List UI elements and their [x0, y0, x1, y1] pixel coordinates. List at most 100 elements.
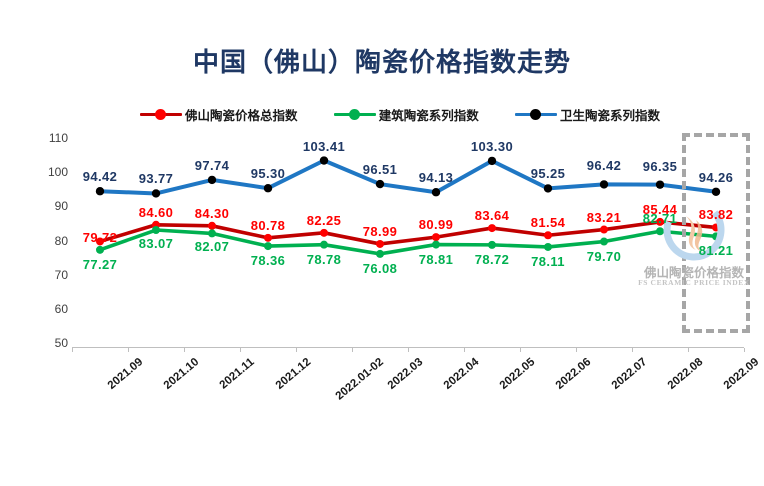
data-point-label: 81.21 — [698, 243, 734, 259]
data-point-marker[interactable] — [319, 156, 329, 165]
data-point-label: 83.21 — [586, 209, 622, 225]
x-axis-tick — [408, 348, 409, 352]
data-point-marker[interactable] — [376, 249, 384, 258]
y-axis-tick-label: 110 — [48, 131, 68, 145]
data-point-marker[interactable] — [375, 179, 385, 189]
data-point-marker[interactable] — [208, 221, 216, 230]
legend-item-sanitary-ceramic[interactable]: 卫生陶瓷系列指数 — [514, 105, 660, 124]
data-point-label: 103.41 — [302, 138, 346, 154]
data-point-marker[interactable] — [543, 184, 553, 193]
data-point-label: 93.77 — [138, 171, 174, 187]
data-point-marker[interactable] — [264, 233, 272, 242]
y-axis-tick-label: 70 — [54, 267, 68, 282]
data-point-label: 103.30 — [470, 138, 514, 154]
data-point-marker[interactable] — [263, 184, 273, 193]
data-point-label: 77.27 — [82, 256, 118, 272]
data-point-marker[interactable] — [656, 227, 664, 236]
y-axis-tick-label: 60 — [54, 301, 68, 316]
x-axis-tick-label: 2022.04 — [441, 356, 482, 392]
data-point-marker[interactable] — [95, 187, 105, 196]
data-point-label: 83.64 — [474, 208, 510, 224]
data-point-marker[interactable] — [432, 240, 440, 249]
data-point-label: 94.13 — [418, 170, 454, 186]
x-axis-tick-label: 2022.08 — [665, 356, 706, 392]
data-point-label: 97.74 — [194, 157, 230, 173]
x-axis-tick-label: 2021.11 — [217, 356, 257, 392]
data-point-marker[interactable] — [488, 224, 496, 233]
data-point-marker[interactable] — [544, 231, 552, 240]
series-line — [98, 228, 718, 256]
x-axis-tick-label: 2021.10 — [161, 356, 202, 392]
legend-label-sanitary-ceramic: 卫生陶瓷系列指数 — [559, 108, 660, 123]
data-point-label: 78.81 — [418, 251, 454, 267]
data-point-label: 80.99 — [418, 217, 454, 233]
data-point-marker[interactable] — [432, 233, 440, 242]
data-point-marker[interactable] — [711, 187, 721, 196]
x-axis-tick-label: 2022.09 — [721, 356, 762, 392]
data-point-label: 84.60 — [138, 204, 174, 220]
legend-item-total-index[interactable]: 佛山陶瓷价格总指数 — [140, 105, 298, 124]
legend-swatch-green-icon — [333, 108, 376, 120]
data-point-label: 76.08 — [362, 260, 398, 276]
x-axis-tick-label: 2021.12 — [273, 356, 314, 392]
data-point-marker[interactable] — [655, 180, 665, 189]
data-point-marker[interactable] — [487, 156, 497, 166]
y-axis-tick-label: 90 — [54, 199, 68, 214]
data-point-label: 78.36 — [250, 253, 286, 269]
legend-swatch-blue-icon — [514, 108, 557, 120]
x-axis-tick-label: 2022.05 — [497, 356, 538, 392]
x-axis-tick — [184, 348, 185, 352]
data-point-marker[interactable] — [431, 188, 441, 197]
data-point-label: 78.11 — [531, 253, 565, 269]
data-point-marker[interactable] — [207, 175, 217, 185]
data-point-marker[interactable] — [208, 229, 216, 238]
data-point-marker[interactable] — [152, 226, 160, 235]
x-axis-tick — [688, 348, 689, 352]
data-point-marker[interactable] — [599, 180, 609, 189]
data-point-marker[interactable] — [376, 239, 384, 248]
data-point-marker[interactable] — [656, 217, 664, 226]
y-axis-tick-label: 50 — [54, 336, 68, 350]
y-axis: 50 60 70 80 90 100 110 — [28, 0, 68, 486]
data-point-marker[interactable] — [600, 237, 608, 246]
data-point-marker[interactable] — [600, 225, 608, 234]
x-axis-tick — [632, 348, 633, 352]
data-point-marker[interactable] — [320, 240, 328, 249]
y-axis-tick-label: 80 — [54, 233, 68, 248]
x-axis-tick-label: 2022.01-02 — [333, 356, 386, 403]
y-axis-tick-label: 100 — [47, 165, 68, 180]
data-point-label: 79.70 — [586, 248, 622, 264]
data-point-label: 95.25 — [530, 166, 566, 182]
data-point-marker[interactable] — [320, 228, 328, 237]
data-point-label: 82.71 — [642, 211, 678, 227]
data-point-label: 80.78 — [250, 217, 286, 233]
x-axis-tick-label: 2021.09 — [105, 356, 146, 392]
data-point-marker[interactable] — [96, 237, 104, 246]
data-point-label: 78.78 — [306, 251, 342, 267]
data-point-label: 83.07 — [138, 236, 174, 251]
data-point-label: 94.42 — [82, 169, 118, 185]
x-axis-tick — [352, 348, 353, 352]
x-axis-tick-label: 2022.03 — [385, 356, 426, 392]
data-point-marker[interactable] — [96, 245, 104, 254]
series-line — [98, 220, 718, 246]
x-axis-tick — [72, 348, 73, 352]
data-point-label: 82.25 — [306, 212, 342, 228]
data-point-label: 94.26 — [698, 169, 734, 185]
data-point-label: 85.44 — [642, 201, 678, 217]
data-point-label: 96.51 — [362, 162, 398, 178]
legend-item-building-ceramic[interactable]: 建筑陶瓷系列指数 — [333, 105, 479, 124]
data-point-label: 82.07 — [194, 239, 230, 255]
legend-label-total-index: 佛山陶瓷价格总指数 — [185, 108, 298, 123]
x-axis-tick — [576, 348, 577, 352]
data-point-label: 84.30 — [194, 205, 230, 221]
x-axis-tick — [464, 348, 465, 352]
data-point-marker[interactable] — [488, 240, 496, 249]
series-line — [98, 158, 718, 196]
data-point-marker[interactable] — [264, 242, 272, 251]
data-point-marker[interactable] — [544, 242, 552, 251]
data-point-marker[interactable] — [151, 189, 161, 198]
